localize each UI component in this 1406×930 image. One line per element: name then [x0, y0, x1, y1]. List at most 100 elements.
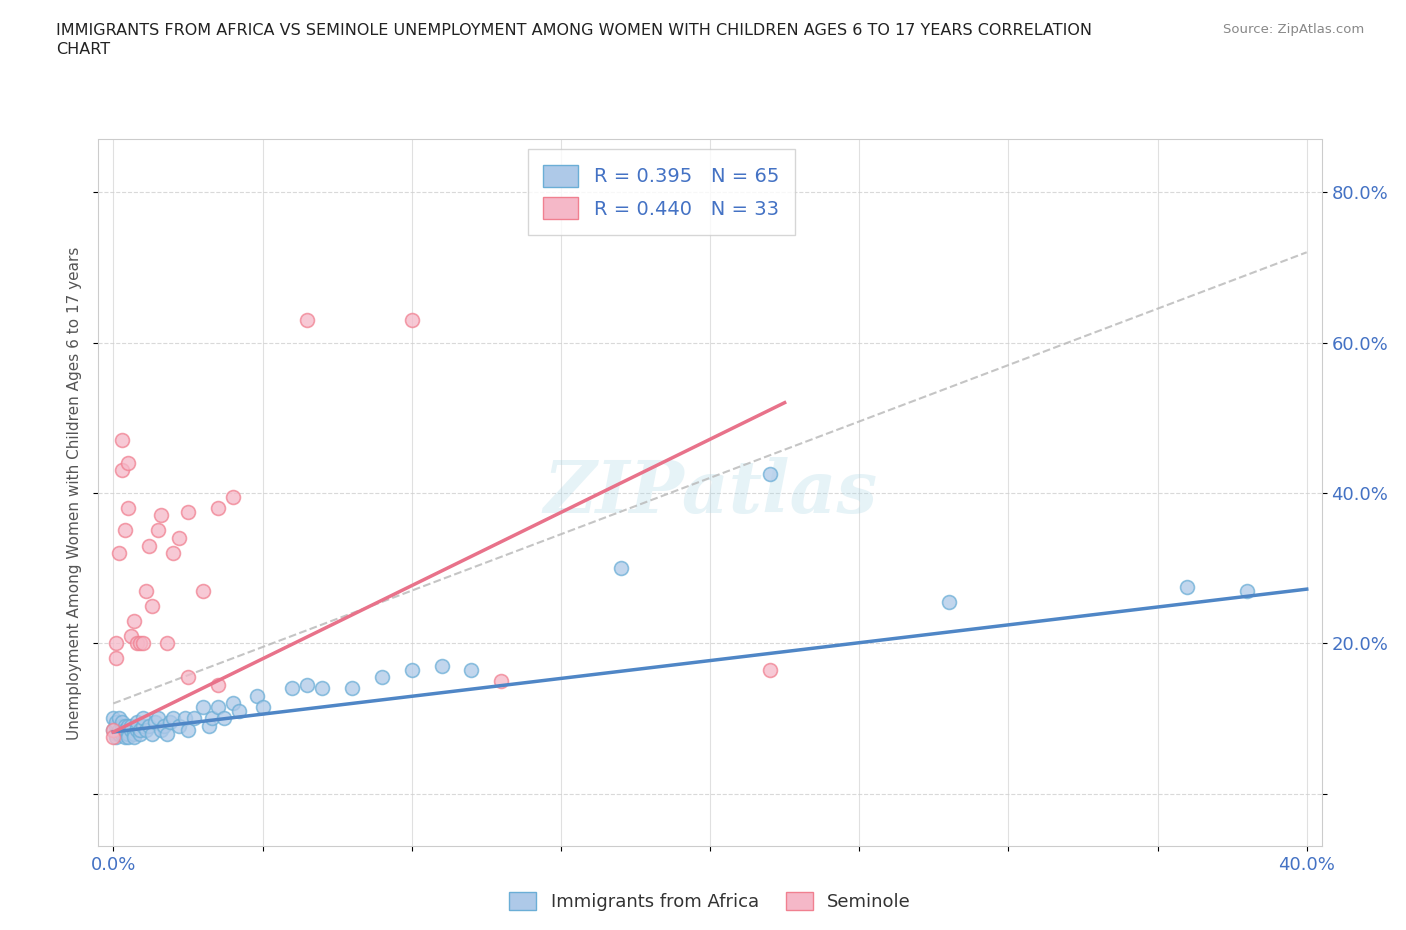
Point	[212, 711, 235, 726]
Point	[159, 715, 181, 730]
Point	[108, 711, 131, 726]
Point	[207, 699, 229, 714]
Point	[297, 312, 319, 327]
Point	[111, 463, 134, 478]
Point	[228, 703, 250, 718]
Point	[167, 531, 190, 546]
Point	[127, 636, 149, 651]
Point	[114, 730, 136, 745]
Point	[191, 583, 214, 598]
Point	[105, 726, 128, 741]
Point	[758, 662, 780, 677]
Point	[177, 504, 200, 519]
Point	[245, 688, 267, 703]
Point	[167, 719, 190, 734]
Point	[297, 677, 319, 692]
Point	[111, 432, 134, 447]
Point	[340, 681, 363, 696]
Point	[127, 719, 149, 734]
Point	[129, 636, 152, 651]
Point	[117, 500, 139, 515]
Point	[201, 711, 224, 726]
Point	[117, 730, 139, 745]
Point	[758, 467, 780, 482]
Point	[191, 699, 214, 714]
Point	[430, 658, 453, 673]
Point	[105, 715, 128, 730]
Point	[108, 546, 131, 561]
Point	[127, 723, 149, 737]
Point	[135, 583, 157, 598]
Point	[103, 730, 125, 745]
Text: IMMIGRANTS FROM AFRICA VS SEMINOLE UNEMPLOYMENT AMONG WOMEN WITH CHILDREN AGES 6: IMMIGRANTS FROM AFRICA VS SEMINOLE UNEMP…	[56, 23, 1092, 38]
Point	[111, 719, 134, 734]
Point	[221, 489, 243, 504]
Point	[132, 636, 155, 651]
Point	[103, 723, 125, 737]
Point	[281, 681, 304, 696]
Y-axis label: Unemployment Among Women with Children Ages 6 to 17 years: Unemployment Among Women with Children A…	[67, 246, 83, 739]
Point	[198, 719, 221, 734]
Point	[146, 711, 169, 726]
Text: Source: ZipAtlas.com: Source: ZipAtlas.com	[1223, 23, 1364, 36]
Point	[401, 312, 423, 327]
Point	[117, 456, 139, 471]
Point	[156, 726, 179, 741]
Point	[150, 723, 173, 737]
Point	[120, 719, 142, 734]
Point	[311, 681, 333, 696]
Point	[141, 598, 163, 613]
Point	[371, 670, 394, 684]
Point	[135, 723, 157, 737]
Point	[489, 673, 512, 688]
Point	[105, 730, 128, 745]
Point	[105, 719, 128, 734]
Point	[207, 500, 229, 515]
Point	[1236, 583, 1258, 598]
Point	[153, 719, 176, 734]
Point	[114, 719, 136, 734]
Point	[103, 711, 125, 726]
Point	[105, 636, 128, 651]
Point	[609, 561, 631, 576]
Point	[138, 719, 160, 734]
Point	[183, 711, 205, 726]
Point	[122, 730, 145, 745]
Text: ZIPatlas: ZIPatlas	[543, 458, 877, 528]
Point	[127, 715, 149, 730]
Point	[117, 726, 139, 741]
Point	[174, 711, 197, 726]
Point	[114, 723, 136, 737]
Point	[103, 723, 125, 737]
Point	[143, 715, 166, 730]
Point	[207, 677, 229, 692]
Point	[162, 711, 184, 726]
Point	[252, 699, 274, 714]
Point	[141, 726, 163, 741]
Point	[177, 723, 200, 737]
Point	[114, 523, 136, 538]
Point	[117, 719, 139, 734]
Point	[177, 670, 200, 684]
Point	[111, 715, 134, 730]
Point	[108, 723, 131, 737]
Point	[401, 662, 423, 677]
Legend: Immigrants from Africa, Seminole: Immigrants from Africa, Seminole	[502, 884, 918, 919]
Point	[105, 651, 128, 666]
Point	[132, 711, 155, 726]
Point	[122, 726, 145, 741]
Point	[108, 726, 131, 741]
Point	[129, 723, 152, 737]
Point	[162, 546, 184, 561]
Point	[156, 636, 179, 651]
Point	[129, 726, 152, 741]
Point	[150, 508, 173, 523]
Point	[120, 629, 142, 644]
Point	[120, 723, 142, 737]
Point	[938, 594, 960, 609]
Point	[132, 719, 155, 734]
Point	[138, 538, 160, 553]
Text: CHART: CHART	[56, 42, 110, 57]
Point	[146, 523, 169, 538]
Point	[111, 726, 134, 741]
